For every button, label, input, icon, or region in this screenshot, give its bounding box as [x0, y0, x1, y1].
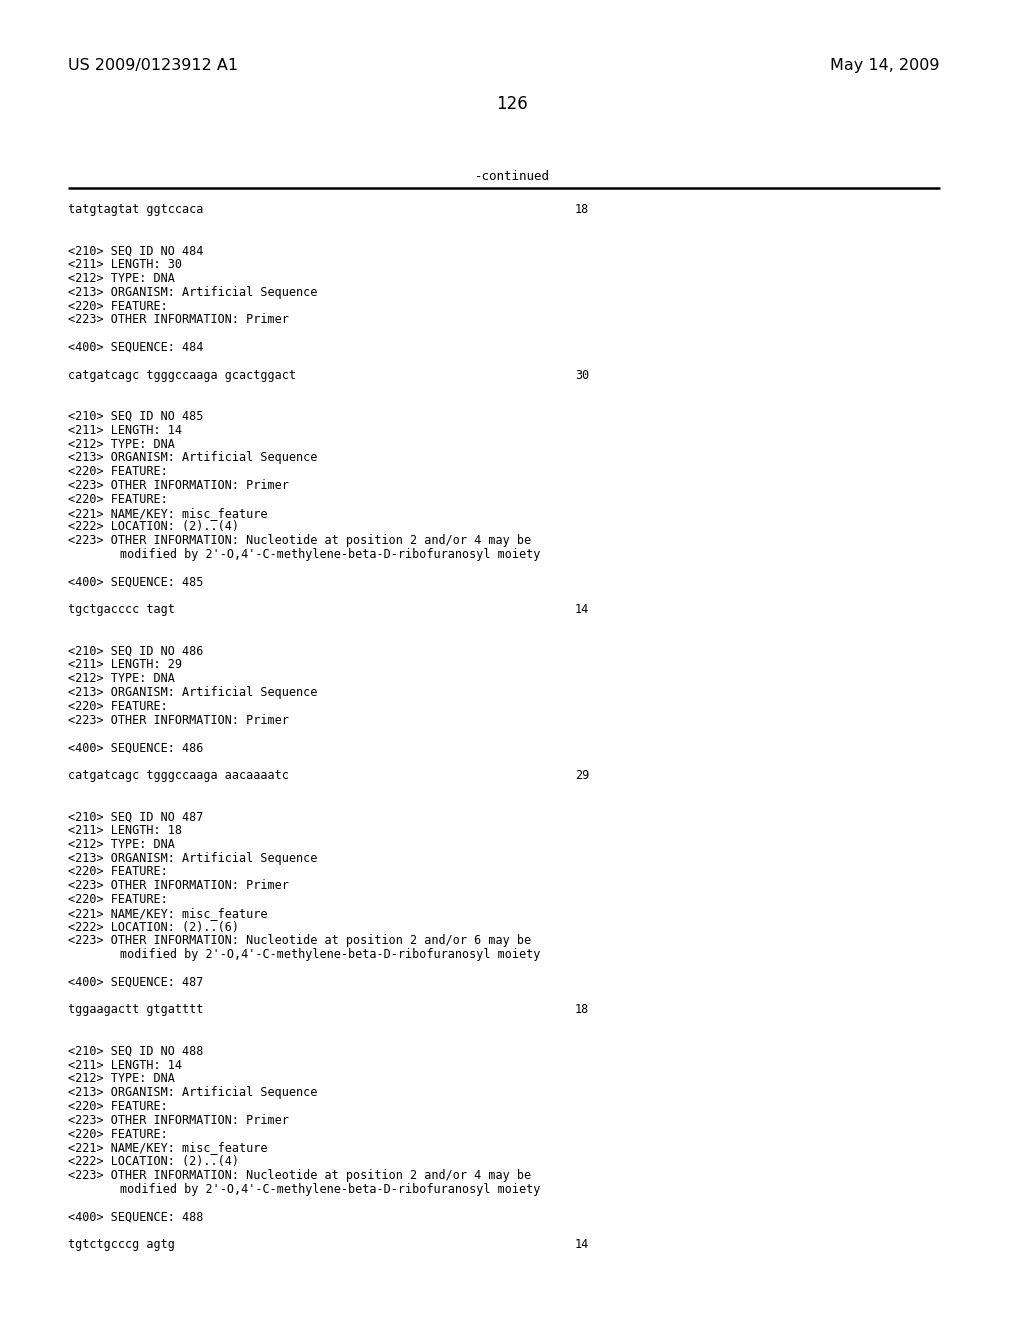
Text: 18: 18	[575, 1003, 589, 1016]
Text: <221> NAME/KEY: misc_feature: <221> NAME/KEY: misc_feature	[68, 507, 267, 520]
Text: modified by 2'-O,4'-C-methylene-beta-D-ribofuranosyl moiety: modified by 2'-O,4'-C-methylene-beta-D-r…	[120, 1183, 541, 1196]
Text: catgatcagc tgggccaaga aacaaaatc: catgatcagc tgggccaaga aacaaaatc	[68, 768, 289, 781]
Text: <223> OTHER INFORMATION: Nucleotide at position 2 and/or 4 may be: <223> OTHER INFORMATION: Nucleotide at p…	[68, 535, 531, 548]
Text: <221> NAME/KEY: misc_feature: <221> NAME/KEY: misc_feature	[68, 1142, 267, 1155]
Text: <400> SEQUENCE: 487: <400> SEQUENCE: 487	[68, 975, 204, 989]
Text: tgctgacccc tagt: tgctgacccc tagt	[68, 603, 175, 616]
Text: <400> SEQUENCE: 488: <400> SEQUENCE: 488	[68, 1210, 204, 1224]
Text: tggaagactt gtgatttt: tggaagactt gtgatttt	[68, 1003, 204, 1016]
Text: 18: 18	[575, 203, 589, 216]
Text: <211> LENGTH: 30: <211> LENGTH: 30	[68, 259, 182, 271]
Text: <222> LOCATION: (2)..(4): <222> LOCATION: (2)..(4)	[68, 520, 239, 533]
Text: <213> ORGANISM: Artificial Sequence: <213> ORGANISM: Artificial Sequence	[68, 451, 317, 465]
Text: <220> FEATURE:: <220> FEATURE:	[68, 894, 168, 906]
Text: <221> NAME/KEY: misc_feature: <221> NAME/KEY: misc_feature	[68, 907, 267, 920]
Text: <213> ORGANISM: Artificial Sequence: <213> ORGANISM: Artificial Sequence	[68, 1086, 317, 1100]
Text: <220> FEATURE:: <220> FEATURE:	[68, 492, 168, 506]
Text: <213> ORGANISM: Artificial Sequence: <213> ORGANISM: Artificial Sequence	[68, 286, 317, 298]
Text: -continued: -continued	[474, 170, 550, 183]
Text: <223> OTHER INFORMATION: Primer: <223> OTHER INFORMATION: Primer	[68, 879, 289, 892]
Text: <223> OTHER INFORMATION: Primer: <223> OTHER INFORMATION: Primer	[68, 479, 289, 492]
Text: <210> SEQ ID NO 486: <210> SEQ ID NO 486	[68, 644, 204, 657]
Text: <211> LENGTH: 29: <211> LENGTH: 29	[68, 659, 182, 672]
Text: <210> SEQ ID NO 484: <210> SEQ ID NO 484	[68, 244, 204, 257]
Text: catgatcagc tgggccaaga gcactggact: catgatcagc tgggccaaga gcactggact	[68, 368, 296, 381]
Text: <212> TYPE: DNA: <212> TYPE: DNA	[68, 838, 175, 851]
Text: <212> TYPE: DNA: <212> TYPE: DNA	[68, 272, 175, 285]
Text: <223> OTHER INFORMATION: Nucleotide at position 2 and/or 4 may be: <223> OTHER INFORMATION: Nucleotide at p…	[68, 1170, 531, 1181]
Text: <211> LENGTH: 18: <211> LENGTH: 18	[68, 824, 182, 837]
Text: <220> FEATURE:: <220> FEATURE:	[68, 866, 168, 878]
Text: <210> SEQ ID NO 485: <210> SEQ ID NO 485	[68, 411, 204, 422]
Text: 14: 14	[575, 1238, 589, 1251]
Text: <220> FEATURE:: <220> FEATURE:	[68, 700, 168, 713]
Text: <222> LOCATION: (2)..(4): <222> LOCATION: (2)..(4)	[68, 1155, 239, 1168]
Text: 14: 14	[575, 603, 589, 616]
Text: <222> LOCATION: (2)..(6): <222> LOCATION: (2)..(6)	[68, 920, 239, 933]
Text: <220> FEATURE:: <220> FEATURE:	[68, 465, 168, 478]
Text: US 2009/0123912 A1: US 2009/0123912 A1	[68, 58, 239, 73]
Text: <213> ORGANISM: Artificial Sequence: <213> ORGANISM: Artificial Sequence	[68, 686, 317, 700]
Text: <210> SEQ ID NO 487: <210> SEQ ID NO 487	[68, 810, 204, 824]
Text: <223> OTHER INFORMATION: Primer: <223> OTHER INFORMATION: Primer	[68, 714, 289, 726]
Text: 126: 126	[496, 95, 528, 114]
Text: <211> LENGTH: 14: <211> LENGTH: 14	[68, 424, 182, 437]
Text: modified by 2'-O,4'-C-methylene-beta-D-ribofuranosyl moiety: modified by 2'-O,4'-C-methylene-beta-D-r…	[120, 548, 541, 561]
Text: <220> FEATURE:: <220> FEATURE:	[68, 1100, 168, 1113]
Text: 29: 29	[575, 768, 589, 781]
Text: <220> FEATURE:: <220> FEATURE:	[68, 1127, 168, 1140]
Text: <223> OTHER INFORMATION: Primer: <223> OTHER INFORMATION: Primer	[68, 1114, 289, 1127]
Text: <210> SEQ ID NO 488: <210> SEQ ID NO 488	[68, 1045, 204, 1057]
Text: <400> SEQUENCE: 485: <400> SEQUENCE: 485	[68, 576, 204, 589]
Text: <400> SEQUENCE: 486: <400> SEQUENCE: 486	[68, 742, 204, 754]
Text: <212> TYPE: DNA: <212> TYPE: DNA	[68, 1072, 175, 1085]
Text: <223> OTHER INFORMATION: Primer: <223> OTHER INFORMATION: Primer	[68, 313, 289, 326]
Text: <212> TYPE: DNA: <212> TYPE: DNA	[68, 672, 175, 685]
Text: <212> TYPE: DNA: <212> TYPE: DNA	[68, 438, 175, 450]
Text: <211> LENGTH: 14: <211> LENGTH: 14	[68, 1059, 182, 1072]
Text: tatgtagtat ggtccaca: tatgtagtat ggtccaca	[68, 203, 204, 216]
Text: <220> FEATURE:: <220> FEATURE:	[68, 300, 168, 313]
Text: 30: 30	[575, 368, 589, 381]
Text: <400> SEQUENCE: 484: <400> SEQUENCE: 484	[68, 341, 204, 354]
Text: modified by 2'-O,4'-C-methylene-beta-D-ribofuranosyl moiety: modified by 2'-O,4'-C-methylene-beta-D-r…	[120, 948, 541, 961]
Text: <213> ORGANISM: Artificial Sequence: <213> ORGANISM: Artificial Sequence	[68, 851, 317, 865]
Text: tgtctgcccg agtg: tgtctgcccg agtg	[68, 1238, 175, 1251]
Text: <223> OTHER INFORMATION: Nucleotide at position 2 and/or 6 may be: <223> OTHER INFORMATION: Nucleotide at p…	[68, 935, 531, 948]
Text: May 14, 2009: May 14, 2009	[830, 58, 940, 73]
